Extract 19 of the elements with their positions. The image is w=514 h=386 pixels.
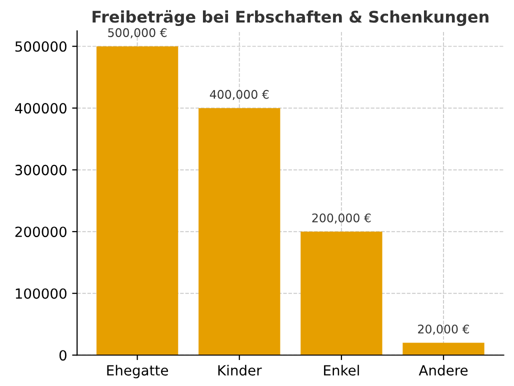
x-tick-label: Andere bbox=[418, 364, 468, 376]
data-label: 400,000 € bbox=[210, 90, 269, 100]
x-tick-label: Enkel bbox=[324, 364, 359, 376]
y-tick-label: 300000 bbox=[15, 164, 66, 176]
data-label: 20,000 € bbox=[418, 324, 470, 335]
bar bbox=[402, 342, 484, 356]
data-label: 500,000 € bbox=[108, 28, 167, 38]
x-tick-label: Kinder bbox=[218, 364, 262, 376]
y-tick-label: 100000 bbox=[16, 288, 66, 299]
y-tick-label: 500000 bbox=[15, 41, 66, 52]
chart-title: Freibeträge bei Erbschaften & Schenkungen bbox=[92, 10, 488, 26]
y-tick-label: 0 bbox=[59, 350, 66, 361]
bar bbox=[300, 232, 382, 356]
x-tick-label: Ehegatte bbox=[107, 364, 168, 378]
data-label: 200,000 € bbox=[312, 213, 371, 224]
bar bbox=[198, 108, 280, 356]
bar bbox=[96, 46, 178, 356]
y-tick-label: 400000 bbox=[15, 103, 66, 114]
y-tick-label: 200000 bbox=[15, 226, 66, 238]
